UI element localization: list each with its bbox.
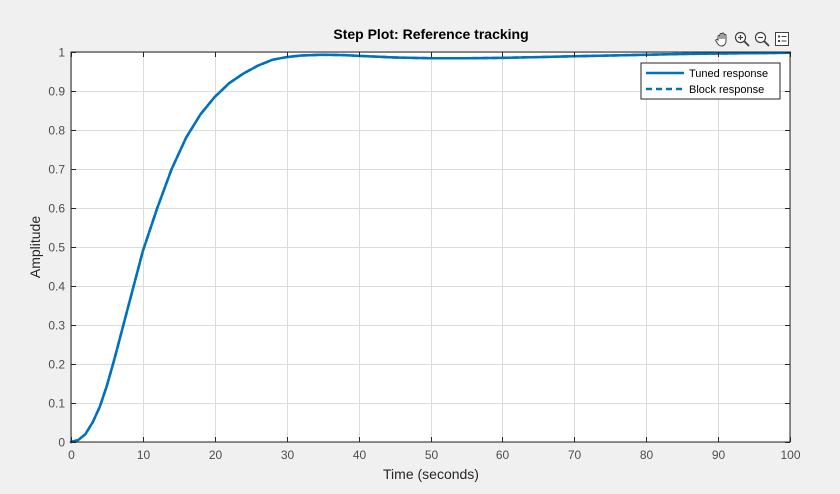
pan-icon[interactable]	[713, 30, 731, 48]
y-tick-label: 0.1	[48, 397, 65, 411]
y-tick-label: 0.7	[48, 163, 65, 177]
x-tick-label: 70	[568, 448, 582, 462]
axes-toolbar	[713, 29, 791, 49]
legend-label-tuned: Tuned response	[689, 68, 768, 80]
x-tick-label: 90	[712, 448, 726, 462]
zoom-in-icon[interactable]	[733, 30, 751, 48]
x-tick-label: 40	[353, 448, 367, 462]
axis-ticks: 0 10 20 30 40 50 60 70 80 90 100 0 0.1 0.2 0.3 0.4 0.5 0.…	[48, 46, 801, 463]
x-tick-label: 100	[780, 448, 800, 462]
x-axis-label: Time (seconds)	[383, 466, 479, 482]
x-tick-label: 60	[496, 448, 510, 462]
x-tick-label: 50	[425, 448, 439, 462]
y-axis-label: Amplitude	[27, 216, 43, 278]
x-tick-label: 30	[281, 448, 295, 462]
legend-box	[640, 62, 781, 100]
x-tick-label: 20	[209, 448, 223, 462]
y-tick-label: 0.6	[48, 202, 65, 216]
y-tick-label: 0.2	[48, 358, 65, 372]
x-tick-label: 0	[68, 448, 75, 462]
chart-title: Step Plot: Reference tracking	[333, 26, 528, 42]
y-tick-label: 0.8	[48, 124, 65, 138]
y-tick-label: 0.5	[48, 241, 65, 255]
y-tick-label: 0	[58, 436, 65, 450]
legend-toggle-icon[interactable]	[773, 30, 791, 48]
y-tick-label: 0.4	[48, 280, 65, 294]
legend-label-block: Block response	[689, 84, 764, 96]
legend[interactable]: Tuned response Block response	[640, 62, 781, 100]
zoom-out-icon[interactable]	[753, 30, 771, 48]
y-tick-label: 0.3	[48, 319, 65, 333]
y-tick-label: 1	[58, 46, 65, 60]
x-tick-label: 80	[640, 448, 654, 462]
x-tick-label: 10	[137, 448, 151, 462]
y-tick-label: 0.9	[48, 85, 65, 99]
